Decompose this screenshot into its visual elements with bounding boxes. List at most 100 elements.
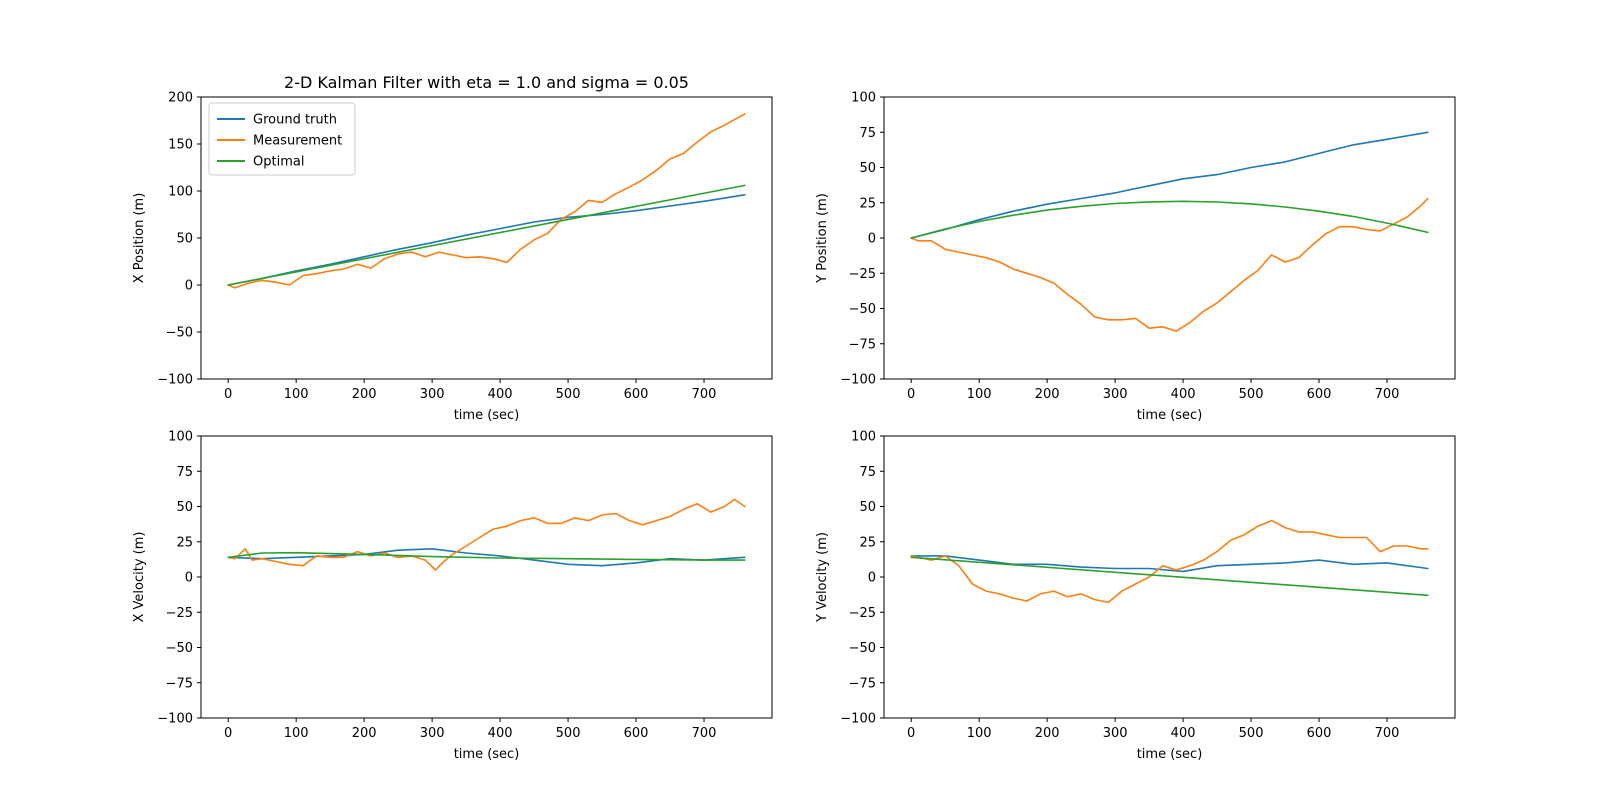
x-tick-label: 700	[692, 387, 717, 402]
x-tick-label: 300	[1103, 726, 1128, 741]
x-tick-label: 400	[488, 387, 513, 402]
y-tick-label: −100	[157, 712, 193, 727]
y-tick-label: 25	[859, 535, 876, 550]
series-line-optimal	[910, 200, 1429, 239]
subplot-x-position: 0 100 200 300 400 500 600 700 −100 −50 0 50 100 150 20…	[132, 73, 773, 423]
series-line-measurement	[227, 113, 746, 289]
legend-entry-label: Measurement	[253, 134, 342, 149]
y-tick-label: 75	[859, 126, 876, 141]
y-tick-label: 75	[859, 465, 876, 480]
y-axis-label: Y Position (m)	[815, 193, 830, 284]
y-tick-label: 50	[859, 161, 876, 176]
subplot-y-position: 0 100 200 300 400 500 600 700 −100 −75 −50 −25 0 25 50…	[815, 91, 1456, 423]
x-tick-label: 200	[1035, 726, 1060, 741]
chart-title: 2-D Kalman Filter with eta = 1.0 and sig…	[284, 73, 689, 92]
y-tick-label: 100	[168, 430, 193, 445]
y-tick-label: −50	[166, 641, 193, 656]
y-tick-label: 50	[859, 500, 876, 515]
y-tick-label: 50	[176, 232, 193, 247]
series-line-optimal	[910, 556, 1429, 597]
x-axis-label: time (sec)	[454, 747, 520, 762]
series-line-ground-truth	[910, 131, 1429, 239]
y-axis-label: X Velocity (m)	[132, 532, 147, 623]
x-tick-label: 500	[1239, 387, 1264, 402]
x-tick-label: 200	[352, 387, 377, 402]
x-tick-label: 700	[1375, 726, 1400, 741]
y-tick-label: −100	[840, 373, 876, 388]
y-tick-label: −100	[840, 712, 876, 727]
x-tick-label: 500	[556, 387, 581, 402]
x-tick-label: 400	[1171, 726, 1196, 741]
subplot-y-velocity: 0 100 200 300 400 500 600 700 −100 −75 −50 −25 0 25 50…	[815, 430, 1456, 762]
x-tick-label: 0	[907, 726, 915, 741]
series-group	[910, 131, 1429, 332]
y-tick-label: 0	[185, 571, 193, 586]
series-group	[227, 498, 746, 571]
x-tick-label: 600	[1307, 726, 1332, 741]
series-line-ground-truth	[227, 194, 746, 286]
x-tick-label: 100	[284, 726, 309, 741]
series-line-measurement	[227, 498, 746, 571]
y-tick-label: 50	[176, 500, 193, 515]
y-tick-label: −75	[166, 676, 193, 691]
y-tick-label: 100	[851, 91, 876, 106]
series-line-measurement	[910, 519, 1429, 604]
legend-entry-label: Ground truth	[253, 113, 337, 128]
x-tick-label: 100	[284, 387, 309, 402]
x-axis-label: time (sec)	[1137, 747, 1203, 762]
y-tick-label: −50	[849, 302, 876, 317]
y-tick-label: 100	[168, 185, 193, 200]
x-tick-label: 300	[1103, 387, 1128, 402]
y-tick-label: 0	[185, 279, 193, 294]
y-tick-label: −75	[849, 337, 876, 352]
y-tick-label: 100	[851, 430, 876, 445]
series-group	[227, 113, 746, 289]
x-tick-label: 0	[907, 387, 915, 402]
series-line-measurement	[910, 197, 1429, 332]
x-tick-label: 200	[1035, 387, 1060, 402]
x-tick-label: 0	[224, 726, 232, 741]
y-axis-label: X Position (m)	[132, 193, 147, 284]
legend-entry-label: Optimal	[253, 155, 304, 170]
y-tick-label: −50	[166, 326, 193, 341]
x-tick-label: 700	[692, 726, 717, 741]
y-tick-label: −25	[849, 606, 876, 621]
x-tick-label: 300	[420, 726, 445, 741]
x-axis-label: time (sec)	[454, 408, 520, 423]
x-tick-label: 600	[1307, 387, 1332, 402]
y-tick-label: 200	[168, 91, 193, 106]
y-tick-label: 25	[859, 196, 876, 211]
x-axis-label: time (sec)	[1137, 408, 1203, 423]
y-axis-label: Y Velocity (m)	[815, 532, 830, 623]
charts: 0 100 200 300 400 500 600 700−100−5005010015020…	[132, 73, 1456, 762]
x-tick-label: 0	[224, 387, 232, 402]
x-tick-label: 700	[1375, 387, 1400, 402]
y-tick-label: 0	[868, 232, 876, 247]
y-tick-label: −75	[849, 676, 876, 691]
x-tick-label: 300	[420, 387, 445, 402]
x-tick-label: 500	[556, 726, 581, 741]
x-tick-label: 200	[352, 726, 377, 741]
legend: Ground truth Measurement Optimal	[208, 102, 356, 176]
y-tick-label: −25	[849, 267, 876, 282]
x-tick-label: 600	[624, 387, 649, 402]
x-tick-label: 600	[624, 726, 649, 741]
series-group	[910, 519, 1429, 604]
x-tick-label: 100	[967, 726, 992, 741]
y-tick-label: 150	[168, 138, 193, 153]
x-tick-label: 100	[967, 387, 992, 402]
series-line-optimal	[227, 551, 746, 561]
y-tick-label: −25	[166, 606, 193, 621]
y-tick-label: 0	[868, 571, 876, 586]
series-line-optimal	[227, 184, 746, 286]
x-tick-label: 400	[488, 726, 513, 741]
series-line-ground-truth	[910, 555, 1429, 573]
y-tick-label: −100	[157, 373, 193, 388]
series-line-ground-truth	[227, 547, 746, 567]
y-tick-label: 75	[176, 465, 193, 480]
y-tick-label: −50	[849, 641, 876, 656]
legend-box	[208, 102, 356, 176]
subplot-x-velocity: 0 100 200 300 400 500 600 700 −100 −75 −50 −25 0 25 50…	[132, 430, 773, 762]
x-tick-label: 400	[1171, 387, 1196, 402]
